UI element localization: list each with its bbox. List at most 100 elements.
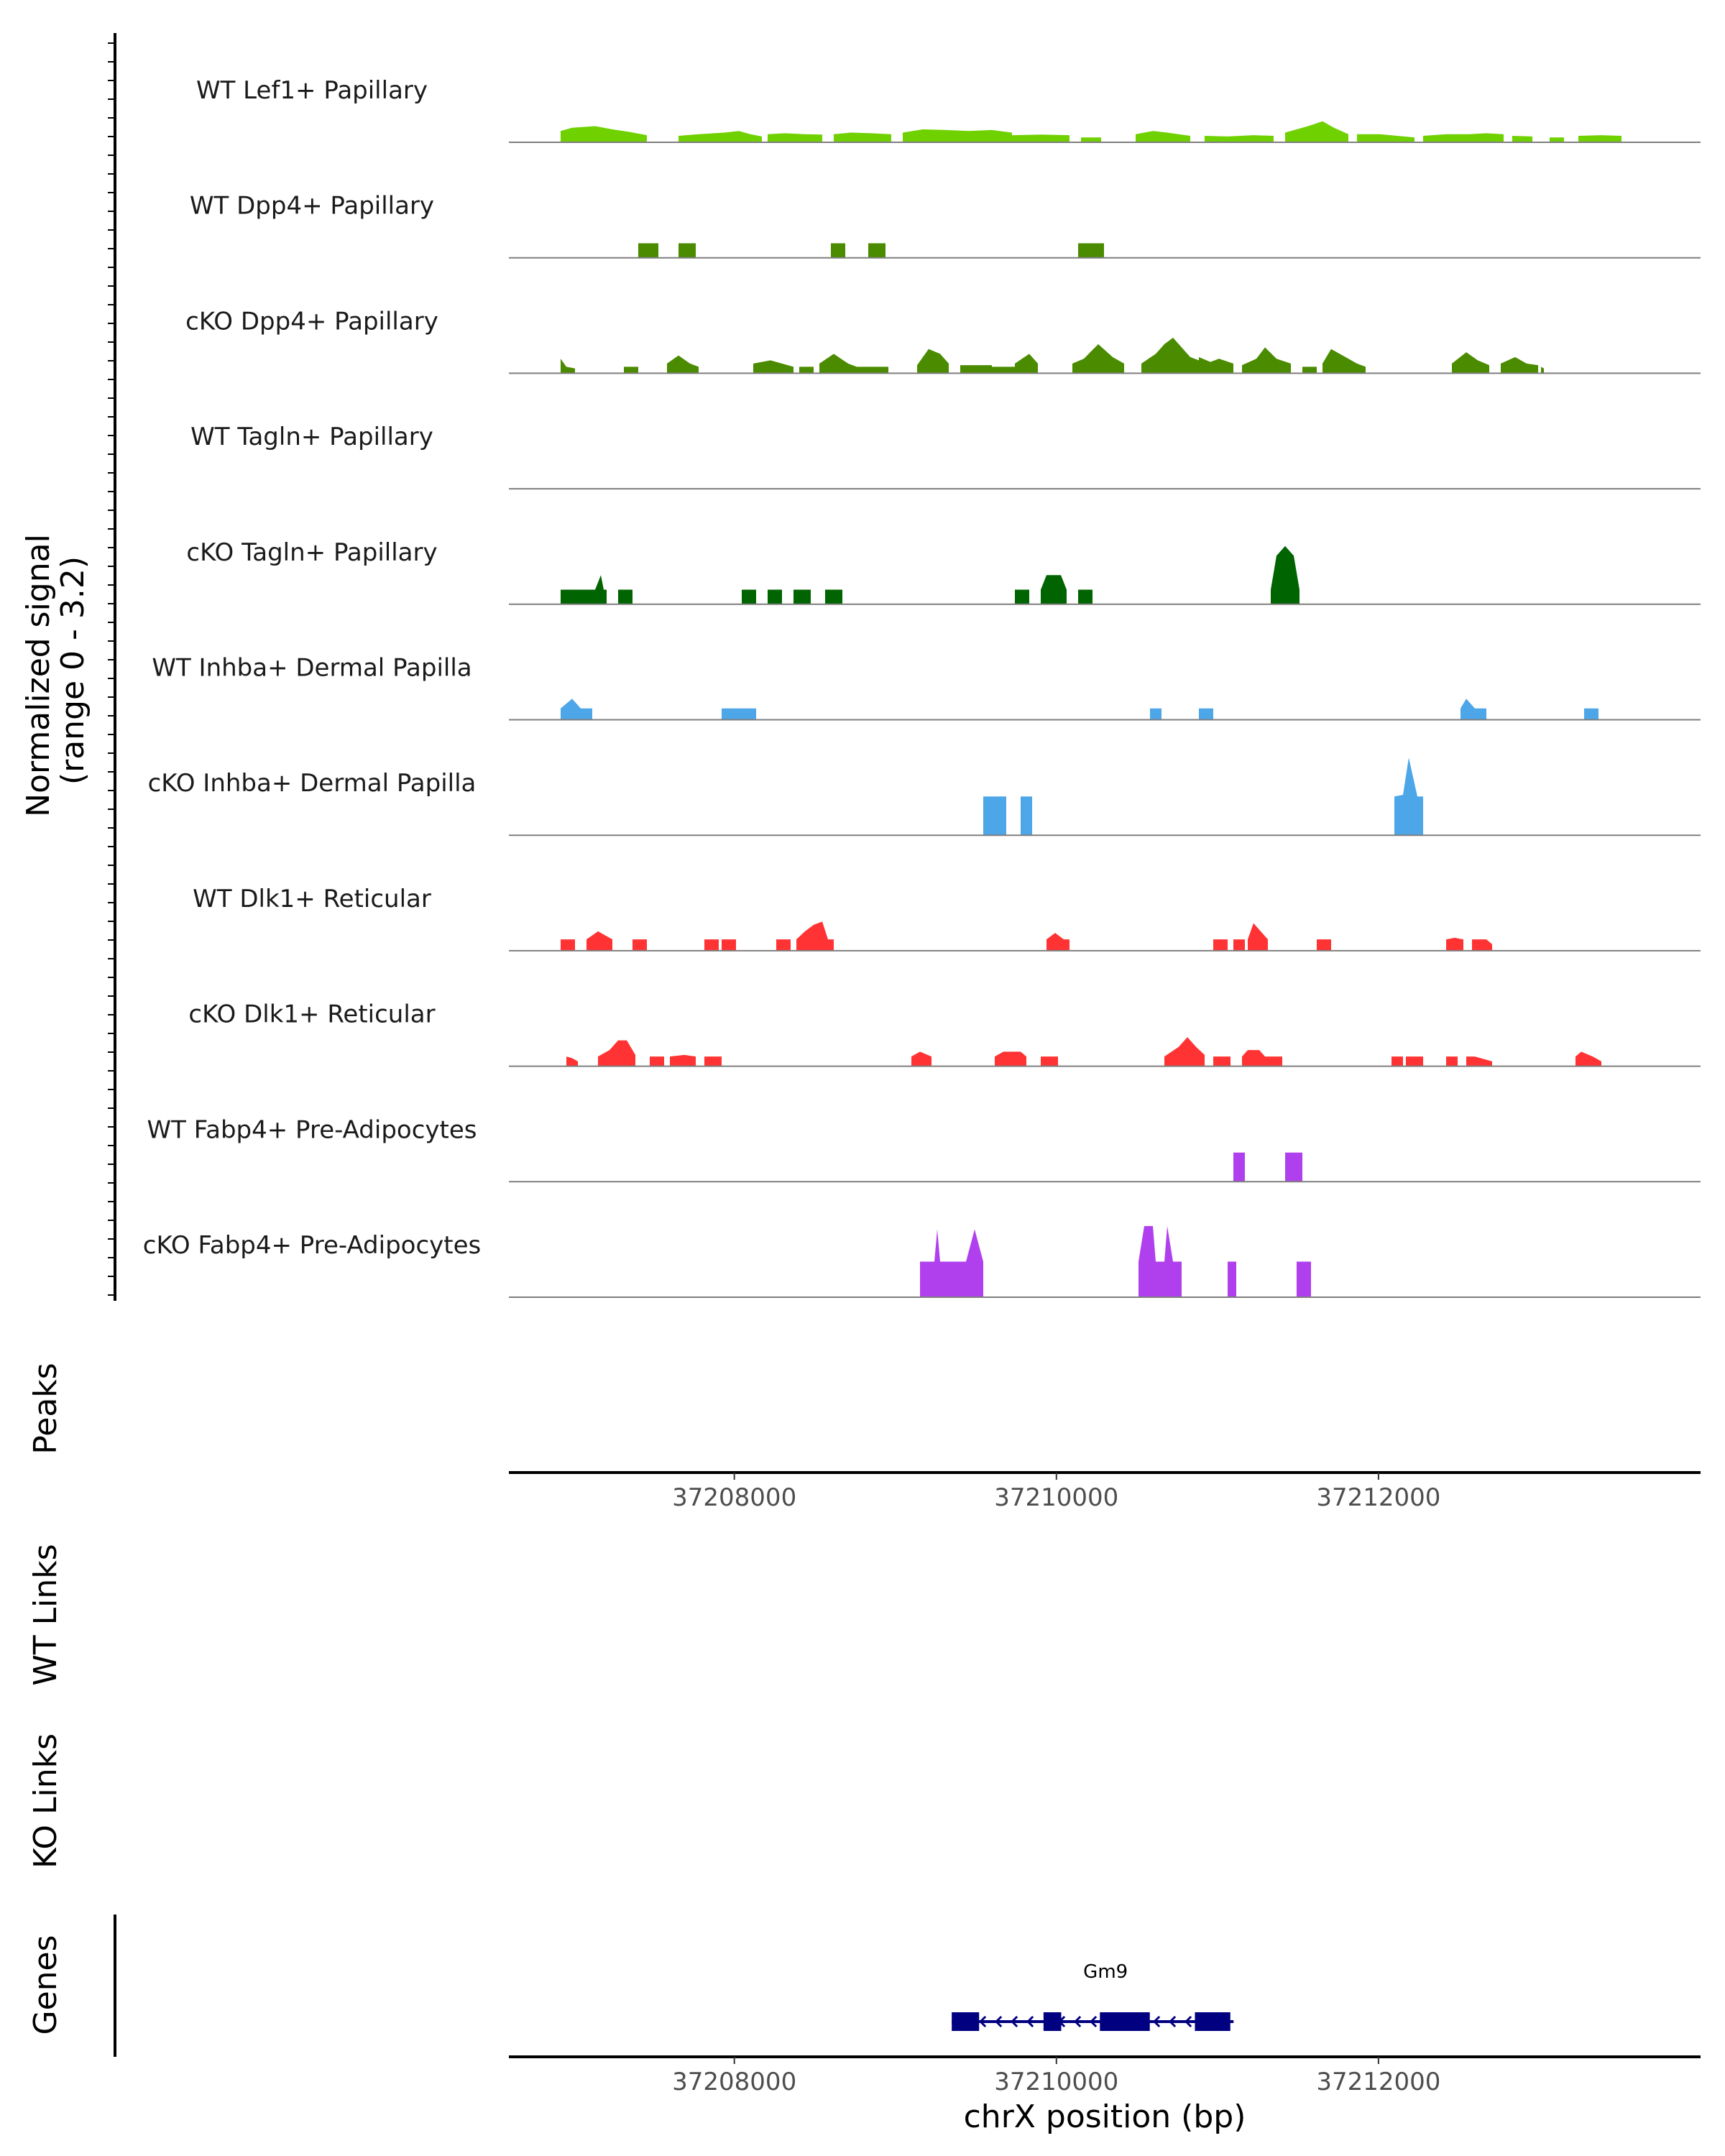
coverage-peak (1297, 1261, 1311, 1297)
strand-arrow (1074, 2015, 1082, 2028)
coverage-peak (1446, 1056, 1458, 1067)
coverage-peak (796, 921, 834, 951)
coverage-peak (1446, 937, 1463, 951)
coverage-peak (1265, 1056, 1282, 1067)
coverage-peak (1423, 133, 1504, 142)
coverage-peak (566, 1056, 578, 1067)
track-3: WT Tagln+ Papillary (190, 423, 1701, 490)
coverage-peak (722, 939, 736, 951)
coverage-peak (1242, 1050, 1265, 1067)
coverage-peak (799, 367, 814, 374)
x-tick-label: 37210000 (994, 1483, 1118, 1512)
strand-arrow (1011, 2015, 1018, 2028)
x-tick-label: 37208000 (672, 2068, 796, 2096)
track-2: cKO Dpp4+ Papillary (185, 307, 1701, 374)
signal-y-ticks (108, 42, 115, 1296)
peaks-title: Peaks (27, 1363, 64, 1454)
x-tick-label: 37210000 (994, 2068, 1118, 2096)
signal-axis-title-line2: (range 0 - 3.2) (55, 556, 91, 785)
track-4: cKO Tagln+ Papillary (186, 538, 1701, 605)
coverage-peak (1233, 939, 1245, 951)
coverage-peak (1317, 939, 1331, 951)
track-label: WT Fabp4+ Pre-Adipocytes (147, 1115, 477, 1144)
coverage-peak (1205, 135, 1274, 142)
coverage-peak (1041, 1056, 1058, 1067)
coverage-peak (1248, 923, 1268, 951)
track-10: cKO Fabp4+ Pre-Adipocytes (143, 1226, 1701, 1298)
coverage-peak (704, 939, 719, 951)
signal-axis-title: Normalized signal (range 0 - 3.2) (20, 524, 91, 817)
coverage-peak (768, 133, 822, 142)
coverage-peak (992, 367, 1015, 374)
gene-exon (952, 2012, 980, 2031)
coverage-peak (1578, 135, 1622, 142)
gene-name: Gm9 (1083, 1961, 1128, 1983)
track-5: WT Inhba+ Dermal Papilla (152, 654, 1701, 721)
coverage-peak (1164, 1037, 1205, 1067)
coverage-peak (903, 129, 1012, 142)
strand-arrow (1090, 2015, 1098, 2028)
coverage-peak (618, 589, 632, 604)
track-label: cKO Inhba+ Dermal Papilla (148, 769, 477, 798)
coverage-peak (1141, 337, 1199, 374)
track-label: WT Dlk1+ Reticular (193, 885, 431, 913)
coverage-peak (624, 367, 638, 374)
x-tick-label: 37208000 (672, 1483, 796, 1512)
coverage-peak (794, 589, 811, 604)
track-label: WT Inhba+ Dermal Papilla (152, 654, 472, 683)
coverage-peak (834, 132, 891, 142)
coverage-peak (1138, 1226, 1182, 1297)
strand-arrow (1026, 2015, 1034, 2028)
coverage-peak (917, 349, 949, 374)
genes-x-axis: 37208000 37210000 37212000 (509, 2055, 1701, 2096)
coverage-peak (1394, 757, 1423, 836)
gene-exon (1043, 2012, 1062, 2031)
coverage-peak (1541, 367, 1544, 374)
track-8: cKO Dlk1+ Reticular (188, 1000, 1701, 1067)
coverage-peak (983, 796, 1006, 836)
coverage-peak (1046, 933, 1070, 951)
coverage-peak (638, 243, 658, 258)
gene-models: Gm9 (952, 1961, 1234, 2031)
x-axis-title: chrX position (bp) (964, 2099, 1246, 2135)
ko-links-title: KO Links (27, 1733, 64, 1869)
coverage-peak (704, 1056, 722, 1067)
coverage-peak (678, 243, 696, 258)
coverage-peak (1576, 1051, 1601, 1067)
coverage-tracks: WT Lef1+ Papillary WT Dpp4+ Papillary cKO … (143, 76, 1701, 1298)
track-0: WT Lef1+ Papillary (196, 76, 1701, 143)
track-label: cKO Tagln+ Papillary (186, 538, 437, 567)
coverage-peak (561, 699, 592, 720)
coverage-peak (598, 1040, 635, 1067)
signal-axis-title-line1: Normalized signal (20, 534, 57, 817)
coverage-peak (776, 939, 791, 951)
coverage-peak (1285, 1152, 1302, 1182)
coverage-peak (768, 589, 782, 604)
coverage-peak (561, 126, 647, 142)
coverage-peak (1466, 1056, 1492, 1067)
gene-Gm9: Gm9 (952, 1961, 1234, 2031)
coverage-peak (586, 931, 612, 951)
coverage-peak (667, 355, 699, 374)
coverage-peak (1078, 243, 1104, 258)
coverage-peak (1322, 349, 1366, 374)
coverage-peak (1015, 589, 1029, 604)
coverage-peak (561, 575, 607, 604)
coverage-peak (1392, 1056, 1403, 1067)
coverage-peak (911, 1051, 932, 1067)
coverage-peak (561, 359, 575, 374)
track-label: cKO Dlk1+ Reticular (188, 1000, 435, 1029)
coverage-peak (1285, 121, 1348, 142)
coverage-peak (678, 131, 762, 142)
track-9: WT Fabp4+ Pre-Adipocytes (147, 1115, 1701, 1183)
coverage-peak (650, 1056, 664, 1067)
coverage-peak (742, 589, 756, 604)
coverage-peak (722, 708, 756, 720)
coverage-peak (1357, 134, 1414, 142)
coverage-peak (1021, 796, 1032, 836)
coverage-peak (1041, 575, 1067, 604)
coverage-peak (1472, 939, 1492, 951)
coverage-peak (632, 939, 647, 951)
track-1: WT Dpp4+ Papillary (190, 192, 1701, 259)
